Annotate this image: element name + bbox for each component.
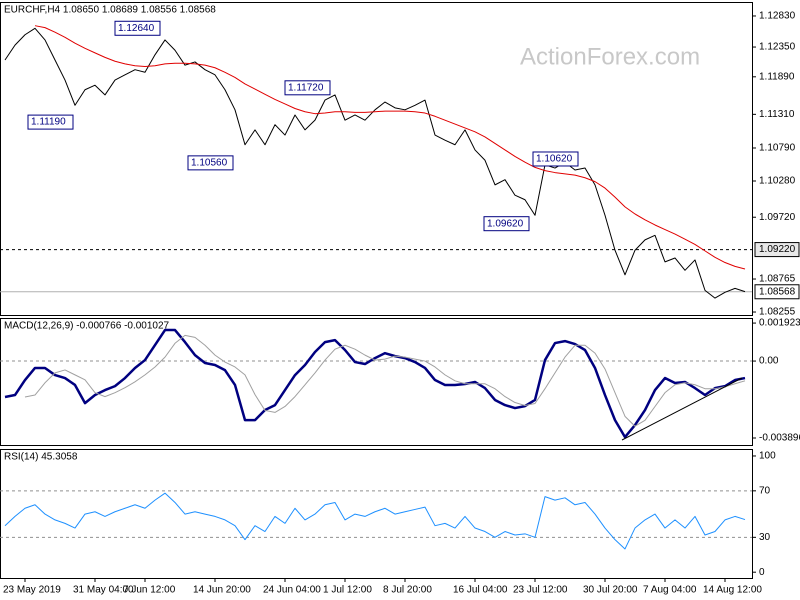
y-tick-label: 1.10790 <box>759 143 796 154</box>
y-tick-label: 1.08765 <box>759 274 796 285</box>
y-tick-label: 0 <box>759 567 765 578</box>
annotation-box <box>532 151 579 167</box>
series-line <box>24 334 746 427</box>
x-tick-label: 16 Jul 04:00 <box>453 585 508 596</box>
x-tick-label: 30 Jul 20:00 <box>583 585 638 596</box>
x-tick-label: 14 Aug 12:00 <box>703 585 762 596</box>
watermark: ActionForex.com <box>520 43 700 70</box>
last-price-label: 1.08568 <box>759 286 796 297</box>
x-tick-label: 7 Aug 04:00 <box>643 585 697 596</box>
x-tick-label: 14 Jun 20:00 <box>193 585 251 596</box>
x-tick-label: 7 Jun 12:00 <box>123 585 176 596</box>
y-tick-label: 1.11890 <box>759 71 795 82</box>
y-tick-label: 0.00 <box>759 356 779 367</box>
y-tick-label: 1.09720 <box>759 212 796 223</box>
y-tick-label: 1.08255 <box>759 307 796 318</box>
panel-title: RSI(14) 45.3058 <box>4 452 78 463</box>
x-tick-label: 24 Jun 04:00 <box>263 585 321 596</box>
y-tick-label: 0.001923 <box>759 318 800 329</box>
series-line <box>4 328 746 439</box>
panel <box>0 2 753 316</box>
panel <box>0 318 753 446</box>
annotation-label: 1.11720 <box>288 82 324 93</box>
x-tick-label: 23 May 2019 <box>3 585 61 596</box>
annotation-label: 1.12640 <box>118 23 155 34</box>
x-tick-label: 1 Jul 12:00 <box>323 585 372 596</box>
y-tick-label: -0.003896 <box>759 433 800 444</box>
last-price-box <box>754 284 800 300</box>
x-tick-label: 8 Jul 20:00 <box>383 585 432 596</box>
trend-line <box>621 377 743 441</box>
annotation-box <box>27 114 74 130</box>
y-tick-label: 1.12350 <box>759 42 796 53</box>
reference-label-box <box>754 242 800 258</box>
series-line <box>34 25 746 270</box>
y-tick-label: 30 <box>759 532 771 543</box>
series-line <box>4 492 746 550</box>
panel-title: EURCHF,H4 1.08650 1.08689 1.08556 1.0856… <box>4 5 216 16</box>
annotation-label: 1.11190 <box>31 117 66 128</box>
x-tick-label: 31 May 04:00 <box>73 585 134 596</box>
annotation-box <box>483 216 530 232</box>
annotation-box <box>114 20 161 36</box>
panel-title: MACD(12,26,9) -0.000766 -0.001027 <box>4 321 170 332</box>
annotation-label: 1.09620 <box>487 218 524 229</box>
annotation-box <box>284 80 331 96</box>
y-tick-label: 1.11310 <box>759 109 795 120</box>
annotation-box <box>187 155 234 171</box>
annotation-label: 1.10620 <box>536 154 573 165</box>
y-tick-label: 100 <box>759 451 776 462</box>
y-tick-label: 70 <box>759 485 771 496</box>
annotation-label: 1.10560 <box>191 158 228 169</box>
y-tick-label: 1.10280 <box>759 176 796 187</box>
y-tick-label: 1.12830 <box>759 11 796 22</box>
series-line <box>4 27 746 299</box>
panel <box>0 449 753 579</box>
x-tick-label: 23 Jul 12:00 <box>513 585 568 596</box>
reference-label: 1.09220 <box>759 244 796 255</box>
